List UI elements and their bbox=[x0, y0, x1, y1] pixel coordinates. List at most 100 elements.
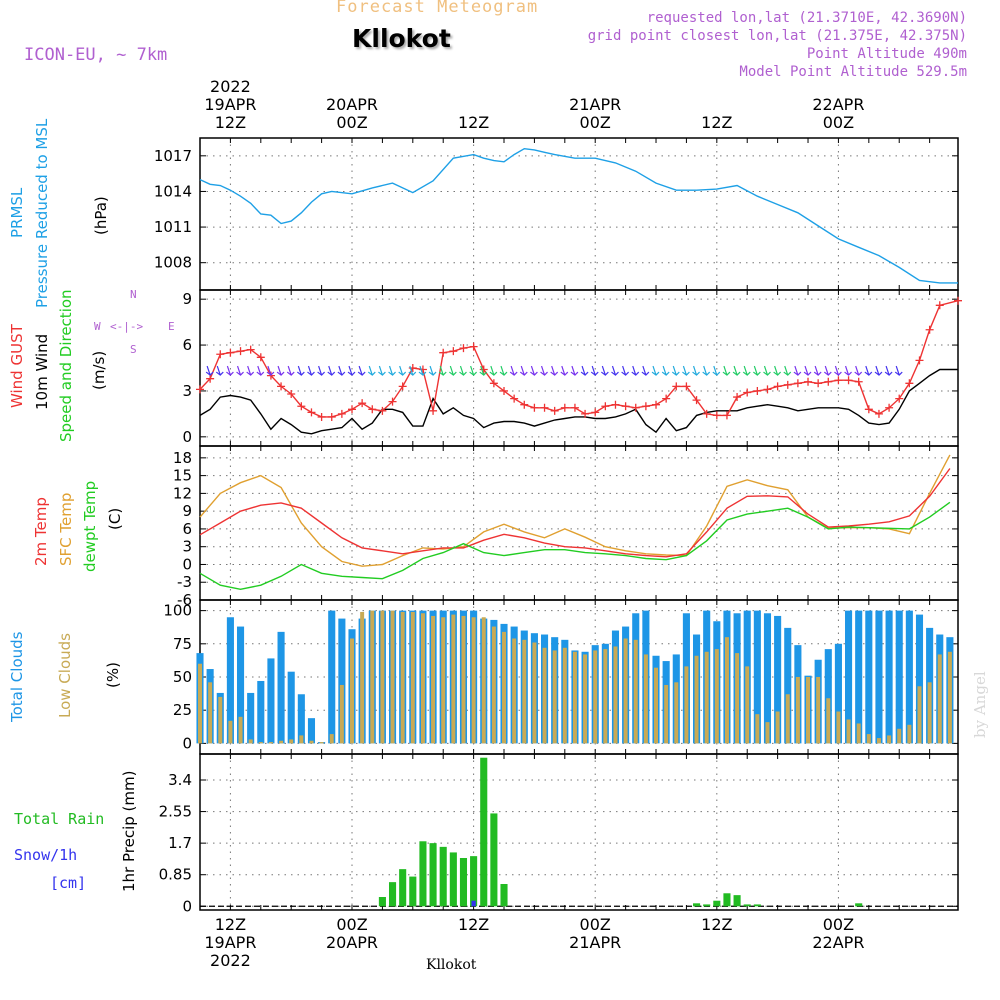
low-cloud-bar bbox=[887, 735, 892, 744]
wind-direction-arrow bbox=[327, 365, 336, 376]
low-cloud-bar bbox=[481, 617, 486, 744]
wind-direction-arrow bbox=[367, 365, 376, 376]
pressure-ytick-label: 1014 bbox=[154, 182, 192, 200]
wind-gust-label: Wind GUST bbox=[8, 324, 26, 408]
top-time-label: 12Z bbox=[215, 113, 246, 132]
wind-direction-arrow bbox=[489, 365, 498, 376]
total-cloud-bar bbox=[774, 615, 782, 744]
gust-marker bbox=[500, 386, 509, 395]
watermark: by Angel bbox=[971, 671, 989, 738]
total-cloud-bar bbox=[763, 613, 772, 744]
clouds-ytick-label: 50 bbox=[173, 668, 192, 686]
total-cloud-bar bbox=[845, 610, 853, 744]
gust-marker bbox=[753, 386, 762, 395]
total-cloud-bar bbox=[905, 610, 913, 744]
low-cloud-bar bbox=[502, 631, 506, 744]
low-cloud-bar bbox=[826, 698, 831, 744]
wind-direction-arrow bbox=[661, 365, 670, 376]
gust-marker bbox=[854, 377, 863, 386]
low-cloud-bar bbox=[866, 734, 871, 744]
total-cloud-bar bbox=[875, 610, 883, 744]
gust-marker bbox=[429, 406, 438, 415]
wind-direction-arrow bbox=[408, 365, 417, 376]
gust-marker bbox=[398, 382, 407, 391]
bottom-time-label: 12Z bbox=[458, 915, 489, 934]
wind-direction-arrow bbox=[600, 365, 609, 376]
wind-direction-arrow bbox=[276, 365, 285, 376]
wind-direction-arrow bbox=[286, 365, 295, 376]
precip-ytick-label: 1.7 bbox=[168, 834, 192, 852]
low-cloud-bar bbox=[360, 611, 365, 744]
low-cloud-bar bbox=[876, 738, 881, 744]
total-cloud-bar bbox=[915, 614, 924, 744]
total-cloud-bar bbox=[784, 627, 792, 744]
low-cloud-bar bbox=[258, 742, 263, 744]
total-cloud-bar bbox=[267, 658, 275, 744]
gust-marker bbox=[479, 365, 488, 374]
gust-marker bbox=[935, 301, 944, 310]
wind-direction-arrow bbox=[611, 365, 619, 376]
pressure-panel: 1008 1011 1014 1017 bbox=[154, 137, 959, 291]
rain-bar bbox=[693, 903, 701, 907]
gust-marker bbox=[712, 411, 721, 420]
wind-direction-arrow bbox=[388, 365, 396, 376]
gust-marker bbox=[459, 344, 468, 353]
gust-marker bbox=[783, 380, 792, 389]
wind-direction-arrow bbox=[347, 365, 356, 376]
gust-marker bbox=[510, 394, 519, 403]
low-cloud-bar bbox=[735, 653, 740, 744]
top-time-label: 12Z bbox=[701, 113, 732, 132]
temp-2m-label: 2m Temp bbox=[32, 497, 50, 566]
wind-speed-line bbox=[199, 368, 958, 435]
gust-marker bbox=[236, 347, 245, 356]
precip-panel: 0 0.85 1.7 2.55 3.4 bbox=[159, 753, 959, 915]
low-cloud-bar bbox=[572, 651, 577, 744]
wind-direction-arrow bbox=[671, 365, 680, 376]
wind-unit: (m/s) bbox=[90, 350, 108, 390]
low-cloud-bar bbox=[643, 654, 648, 744]
precip-ytick-label: 0.85 bbox=[159, 866, 192, 884]
wind-direction-arrow bbox=[732, 365, 741, 376]
low-cloud-bar bbox=[836, 711, 841, 744]
low-cloud-bar bbox=[856, 723, 861, 744]
gust-marker bbox=[763, 385, 772, 394]
low-cloud-bar bbox=[198, 663, 202, 744]
gust-marker bbox=[196, 385, 204, 394]
total-cloud-bar bbox=[895, 610, 903, 744]
temp-dew-label: dewpt Temp bbox=[81, 480, 99, 572]
low-cloud-bar bbox=[228, 720, 233, 744]
model-label: ICON-EU, ~ 7km bbox=[24, 45, 168, 65]
wind-ytick-label: 9 bbox=[182, 290, 192, 308]
low-cloud-bar bbox=[380, 610, 385, 744]
wind-direction-arrow bbox=[418, 365, 427, 376]
rain-bar bbox=[733, 895, 741, 907]
low-cloud-bar bbox=[279, 740, 284, 744]
compass-e: E bbox=[168, 320, 175, 333]
gust-marker bbox=[216, 350, 225, 359]
gust-marker bbox=[449, 347, 458, 356]
wind-direction-arrow bbox=[459, 365, 467, 376]
wind-direction-arrow bbox=[884, 365, 893, 376]
top-time-label: 12Z bbox=[458, 113, 489, 132]
total-cloud-bar bbox=[257, 680, 265, 744]
low-cloud-bar bbox=[684, 666, 689, 744]
wind-direction-arrow bbox=[763, 365, 771, 376]
temperature-ytick-label: 0 bbox=[182, 555, 192, 573]
precip-ytick-label: 3.4 bbox=[168, 771, 192, 789]
wind-direction-arrow bbox=[296, 365, 305, 376]
low-cloud-bar bbox=[694, 655, 699, 744]
rain-bar bbox=[429, 843, 437, 907]
gust-marker bbox=[874, 409, 883, 418]
wind-direction-arrow bbox=[398, 365, 407, 376]
low-cloud-bar bbox=[947, 651, 952, 744]
gust-marker bbox=[277, 382, 286, 391]
top-time-label: 22APR bbox=[812, 95, 864, 114]
pressure-line bbox=[199, 147, 958, 284]
gust-marker bbox=[915, 356, 924, 365]
pressure-frame bbox=[199, 137, 959, 291]
total-cloud-bar bbox=[753, 610, 761, 744]
gust-marker bbox=[824, 377, 833, 386]
temperature-ytick-label: -6 bbox=[177, 591, 192, 609]
low-cloud-bar bbox=[350, 638, 354, 744]
low-cloud-bar bbox=[461, 615, 466, 744]
